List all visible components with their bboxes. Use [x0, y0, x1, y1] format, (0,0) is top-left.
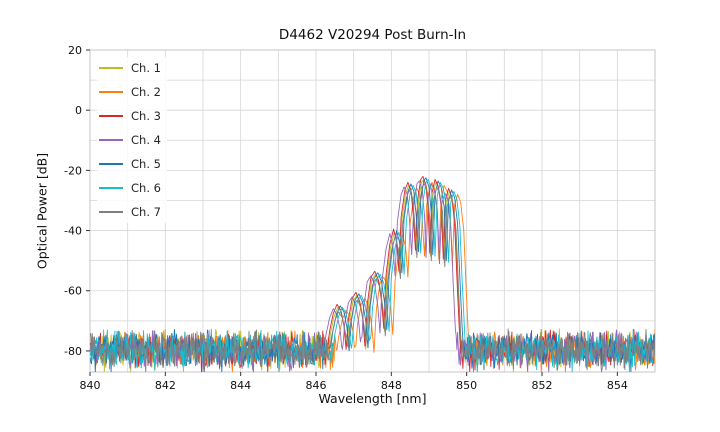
x-tick-label: 840	[80, 379, 101, 392]
legend-item-ch-1: Ch. 1	[99, 59, 161, 77]
x-tick-label: 854	[607, 379, 628, 392]
legend-item-ch-6: Ch. 6	[99, 179, 161, 197]
legend-line-swatch-ch-6	[99, 187, 123, 189]
legend-label-ch-1: Ch. 1	[131, 61, 161, 75]
legend-line-swatch-ch-7	[99, 211, 123, 213]
x-tick-label: 852	[532, 379, 553, 392]
legend-label-ch-5: Ch. 5	[131, 157, 161, 171]
chart-title: D4462 V20294 Post Burn-In	[278, 27, 467, 43]
legend-line-swatch-ch-5	[99, 163, 123, 165]
series-group	[90, 175, 655, 372]
legend-line-swatch-ch-3	[99, 115, 123, 117]
plot-frame	[89, 49, 656, 373]
legend-label-ch-2: Ch. 2	[131, 85, 161, 99]
y-tick-label: 20	[68, 44, 82, 57]
x-tick-label: 846	[306, 379, 327, 392]
y-tick-label: 0	[75, 104, 82, 117]
legend-label-ch-4: Ch. 4	[131, 133, 161, 147]
legend-label-ch-7: Ch. 7	[131, 205, 161, 219]
legend-line-swatch-ch-2	[99, 91, 123, 93]
x-axis-label: Wavelength [nm]	[318, 391, 427, 406]
x-tick-label: 844	[230, 379, 251, 392]
x-tick-label: 848	[381, 379, 402, 392]
legend-label-ch-6: Ch. 6	[131, 181, 161, 195]
legend-item-ch-7: Ch. 7	[99, 203, 161, 221]
series-line-ch-6	[90, 178, 655, 372]
y-tick-label: -60	[64, 285, 82, 298]
series-line-ch-7	[90, 183, 655, 372]
y-axis-label: Optical Power [dB]	[34, 152, 50, 270]
legend-item-ch-5: Ch. 5	[99, 155, 161, 173]
legend-item-ch-2: Ch. 2	[99, 83, 161, 101]
y-tick-label: -20	[64, 164, 82, 177]
legend-label-ch-3: Ch. 3	[131, 109, 161, 123]
legend-item-ch-3: Ch. 3	[99, 107, 161, 125]
legend-line-swatch-ch-4	[99, 139, 123, 141]
x-tick-label: 850	[456, 379, 477, 392]
legend-line-swatch-ch-1	[99, 67, 123, 69]
y-tick-label: -40	[64, 225, 82, 238]
y-tick-label: -80	[64, 345, 82, 358]
legend-item-ch-4: Ch. 4	[99, 131, 161, 149]
legend: Ch. 1 Ch. 2 Ch. 3 Ch. 4 Ch. 5 Ch. 6 Ch. 7	[97, 57, 167, 223]
x-tick-label: 842	[155, 379, 176, 392]
